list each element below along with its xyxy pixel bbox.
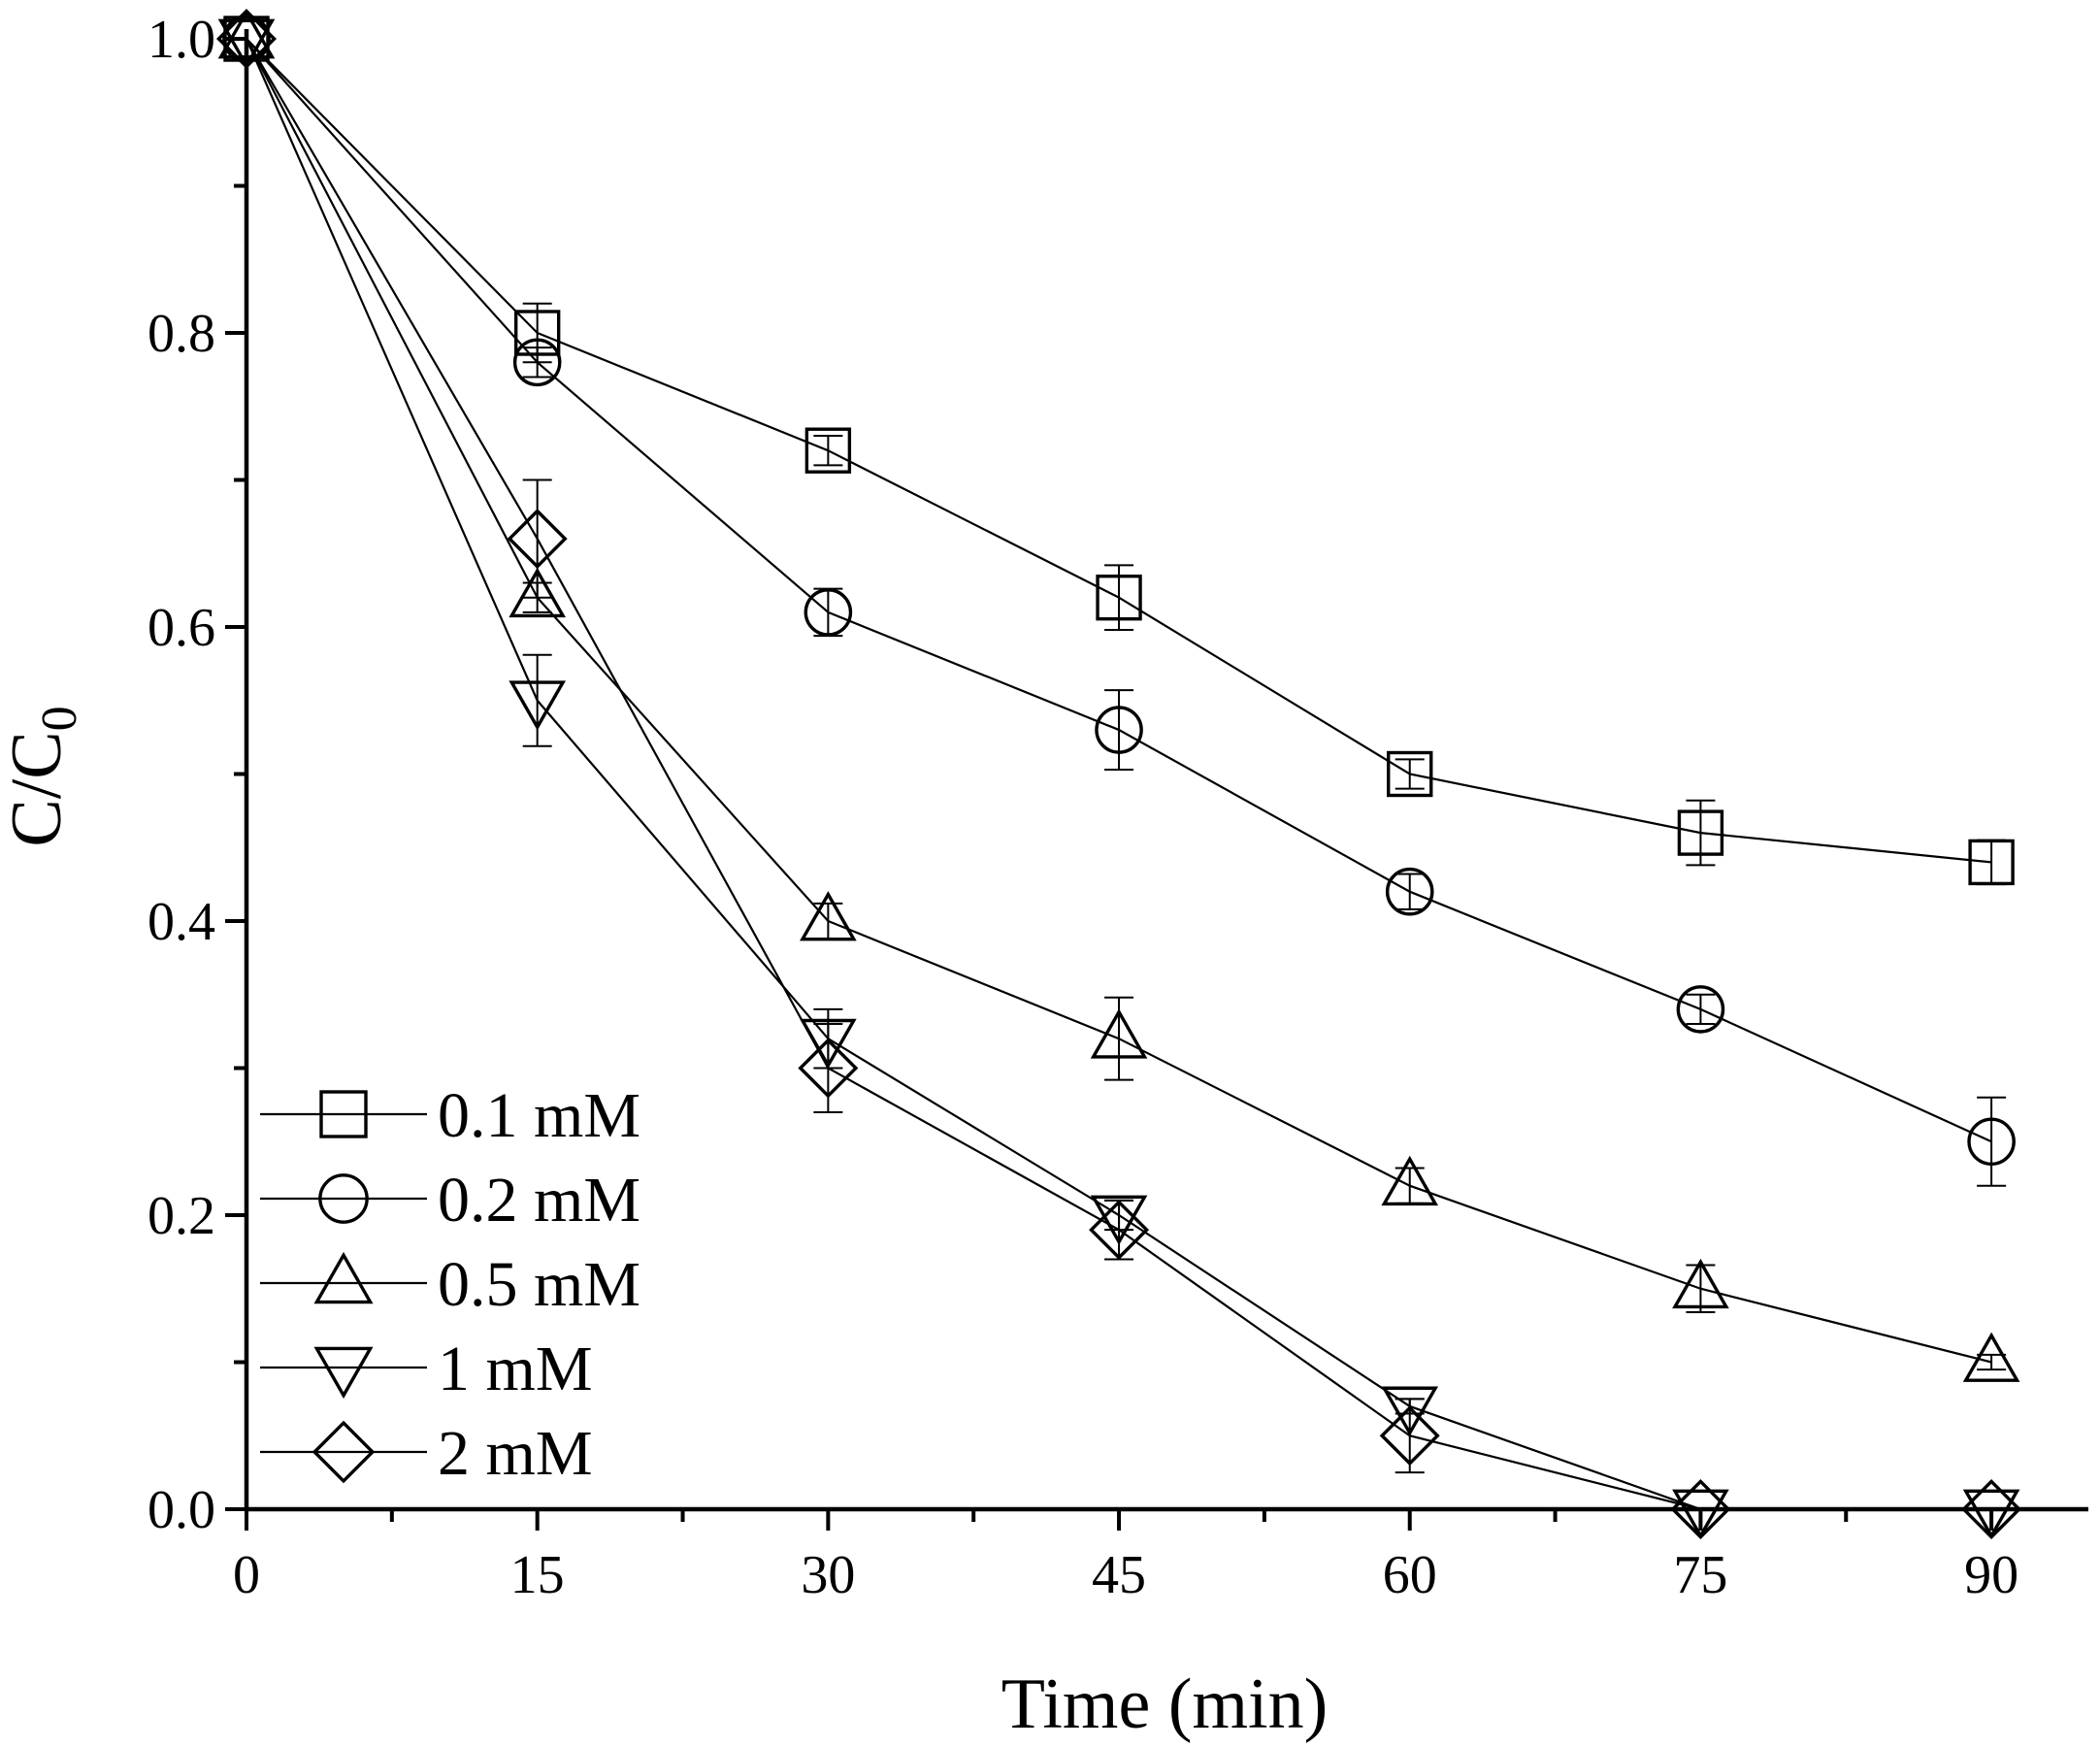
legend-item: 0.5 mM [260, 1249, 640, 1320]
y-axis-title-main: C/C [0, 731, 77, 846]
x-tick-label: 15 [510, 1545, 565, 1605]
legend-label: 2 mM [438, 1418, 593, 1489]
data-point [509, 567, 567, 618]
data-point [804, 588, 853, 637]
data-point [1962, 1489, 2020, 1539]
data-point [1676, 985, 1725, 1034]
data-point [509, 680, 567, 731]
data-point [217, 18, 276, 69]
y-tick-label: 0.8 [148, 304, 215, 364]
data-point [222, 15, 271, 63]
data-point [800, 891, 857, 941]
data-point [1672, 1489, 1729, 1539]
legend-marker [313, 1251, 374, 1304]
axes: 0 15 30 45 60 75 90 0.0 0.2 0.4 0.6 0.8 1.0 [148, 10, 2088, 1605]
data-point [1381, 1386, 1439, 1436]
series-2-mM [215, 8, 2022, 1540]
data-point [1385, 867, 1434, 916]
x-tick-label: 90 [1964, 1545, 2018, 1605]
series-0p2-mM [222, 15, 2016, 1187]
legend-item: 2 mM [260, 1418, 593, 1489]
x-tick-label: 45 [1092, 1545, 1146, 1605]
data-point [1090, 1195, 1148, 1245]
y-tick-label: 0.6 [148, 598, 215, 658]
data-point [1962, 1332, 2020, 1382]
data-point [215, 8, 278, 70]
data-point [1387, 750, 1433, 798]
y-axis-title: C/C0 [0, 706, 87, 846]
data-point [798, 1038, 859, 1099]
legend-item: 1 mM [260, 1334, 593, 1404]
data-point [1677, 809, 1724, 856]
series-0p5-mM [217, 9, 2020, 1382]
data-point [1095, 706, 1143, 754]
data-point [1967, 1117, 2016, 1167]
data-point [512, 338, 562, 387]
legend: 0.1 mM 0.2 mM 0.5 mM 1 mM 2 mM [260, 1080, 640, 1489]
data-point [1670, 1478, 1731, 1540]
y-axis-title-subscript: 0 [32, 706, 87, 731]
legend-label: 1 mM [438, 1334, 593, 1404]
legend-label: 0.2 mM [438, 1165, 640, 1236]
data-point [1672, 1258, 1729, 1309]
legend-item: 0.2 mM [260, 1165, 640, 1236]
legend-marker [312, 1420, 376, 1484]
legend-marker [313, 1346, 374, 1400]
legend-item: 0.1 mM [260, 1080, 640, 1151]
x-tick-label: 0 [233, 1545, 260, 1605]
data-point [1090, 1008, 1148, 1059]
data-point [507, 509, 568, 570]
data-point [1096, 575, 1142, 621]
x-axis-title: Time (min) [1001, 1665, 1328, 1744]
y-tick-label: 1.0 [148, 10, 215, 70]
data-point [1961, 1478, 2022, 1540]
y-tick-label: 0.2 [148, 1186, 215, 1246]
y-tick-label: 0.0 [148, 1480, 215, 1540]
data-point [217, 9, 276, 59]
legend-label: 0.5 mM [438, 1249, 640, 1320]
data-point [1379, 1405, 1440, 1467]
series-0p1-mM [223, 16, 2015, 886]
data-point [1968, 839, 2015, 886]
legend-label: 0.1 mM [438, 1080, 640, 1151]
x-tick-label: 60 [1383, 1545, 1437, 1605]
data-point [1089, 1200, 1150, 1261]
x-tick-label: 75 [1673, 1545, 1727, 1605]
data-point [1381, 1155, 1439, 1206]
data-point [804, 427, 852, 474]
legend-marker [318, 1173, 369, 1224]
legend-marker [319, 1090, 368, 1138]
series-layer [215, 8, 2022, 1540]
x-tick-label: 30 [801, 1545, 855, 1605]
y-tick-label: 0.4 [148, 892, 215, 952]
